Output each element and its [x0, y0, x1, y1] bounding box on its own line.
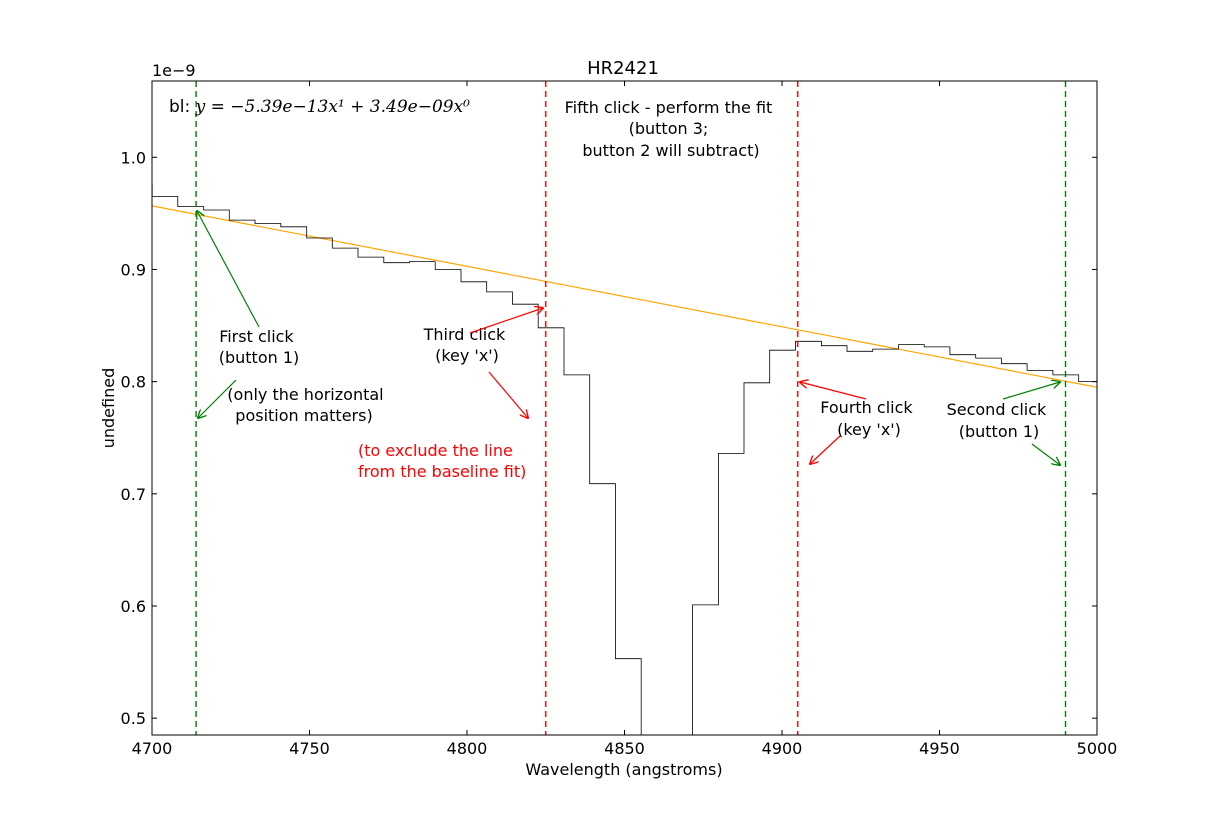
equation-prefix: bl:	[169, 97, 196, 117]
x-axis-title: Wavelength (angstroms)	[525, 760, 722, 779]
x-tick-label: 4700	[132, 739, 173, 758]
y-tick-label: 1.0	[121, 148, 146, 167]
baseline-equation: bl: y = −5.39e−13x¹ + 3.49e−09x⁰	[169, 97, 470, 117]
arrow-first-click-down	[198, 379, 237, 418]
x-tick-label: 4750	[289, 739, 330, 758]
annotation-only-horizontal: (only the horizontal position matters)	[227, 385, 388, 425]
y-offset-label: 1e−9	[152, 61, 196, 80]
y-axis: 0.5 0.6 0.7 0.8 0.9 1.0	[121, 148, 1097, 728]
annotation-fifth-click: Fifth click - perform the fit (button 3;…	[565, 98, 778, 160]
x-tick-label: 4900	[762, 739, 803, 758]
arrow-third-click-down	[488, 371, 528, 418]
y-tick-label: 0.5	[121, 709, 146, 728]
arrow-second-click-up	[1002, 382, 1060, 400]
plot-area	[152, 81, 1097, 735]
annotation-fourth-click: Fourth click (key 'x')	[820, 398, 917, 439]
x-tick-label: 4950	[919, 739, 960, 758]
arrow-fourth-click-up	[800, 382, 867, 400]
arrow-fourth-click-down	[810, 435, 841, 464]
x-tick-label: 5000	[1077, 739, 1118, 758]
y-tick-label: 0.8	[121, 373, 146, 392]
arrow-third-click-up	[469, 308, 543, 334]
x-tick-label: 4850	[604, 739, 645, 758]
spectrum-line	[152, 184, 1097, 735]
y-tick-label: 0.6	[121, 597, 146, 616]
y-tick-label: 0.7	[121, 485, 146, 504]
x-axis: 4700 4750 4800 4850 4900 4950 5000	[132, 81, 1118, 758]
y-axis-title: undefined	[99, 368, 118, 449]
annotation-second-click: Second click (button 1)	[947, 400, 1052, 441]
annotation-third-click: Third click (key 'x')	[423, 325, 511, 365]
annotation-first-click: First click (button 1)	[219, 327, 300, 367]
x-tick-label: 4800	[447, 739, 488, 758]
chart-title: HR2421	[587, 58, 659, 79]
equation-formula: y = −5.39e−13x¹ + 3.49e−09x⁰	[195, 97, 471, 117]
y-tick-label: 0.9	[121, 260, 146, 279]
baseline-fit-line	[152, 205, 1097, 388]
annotation-exclude-line: (to exclude the line from the baseline f…	[358, 441, 526, 481]
arrow-first-click-up	[197, 211, 260, 328]
arrow-second-click-down	[1031, 443, 1060, 465]
